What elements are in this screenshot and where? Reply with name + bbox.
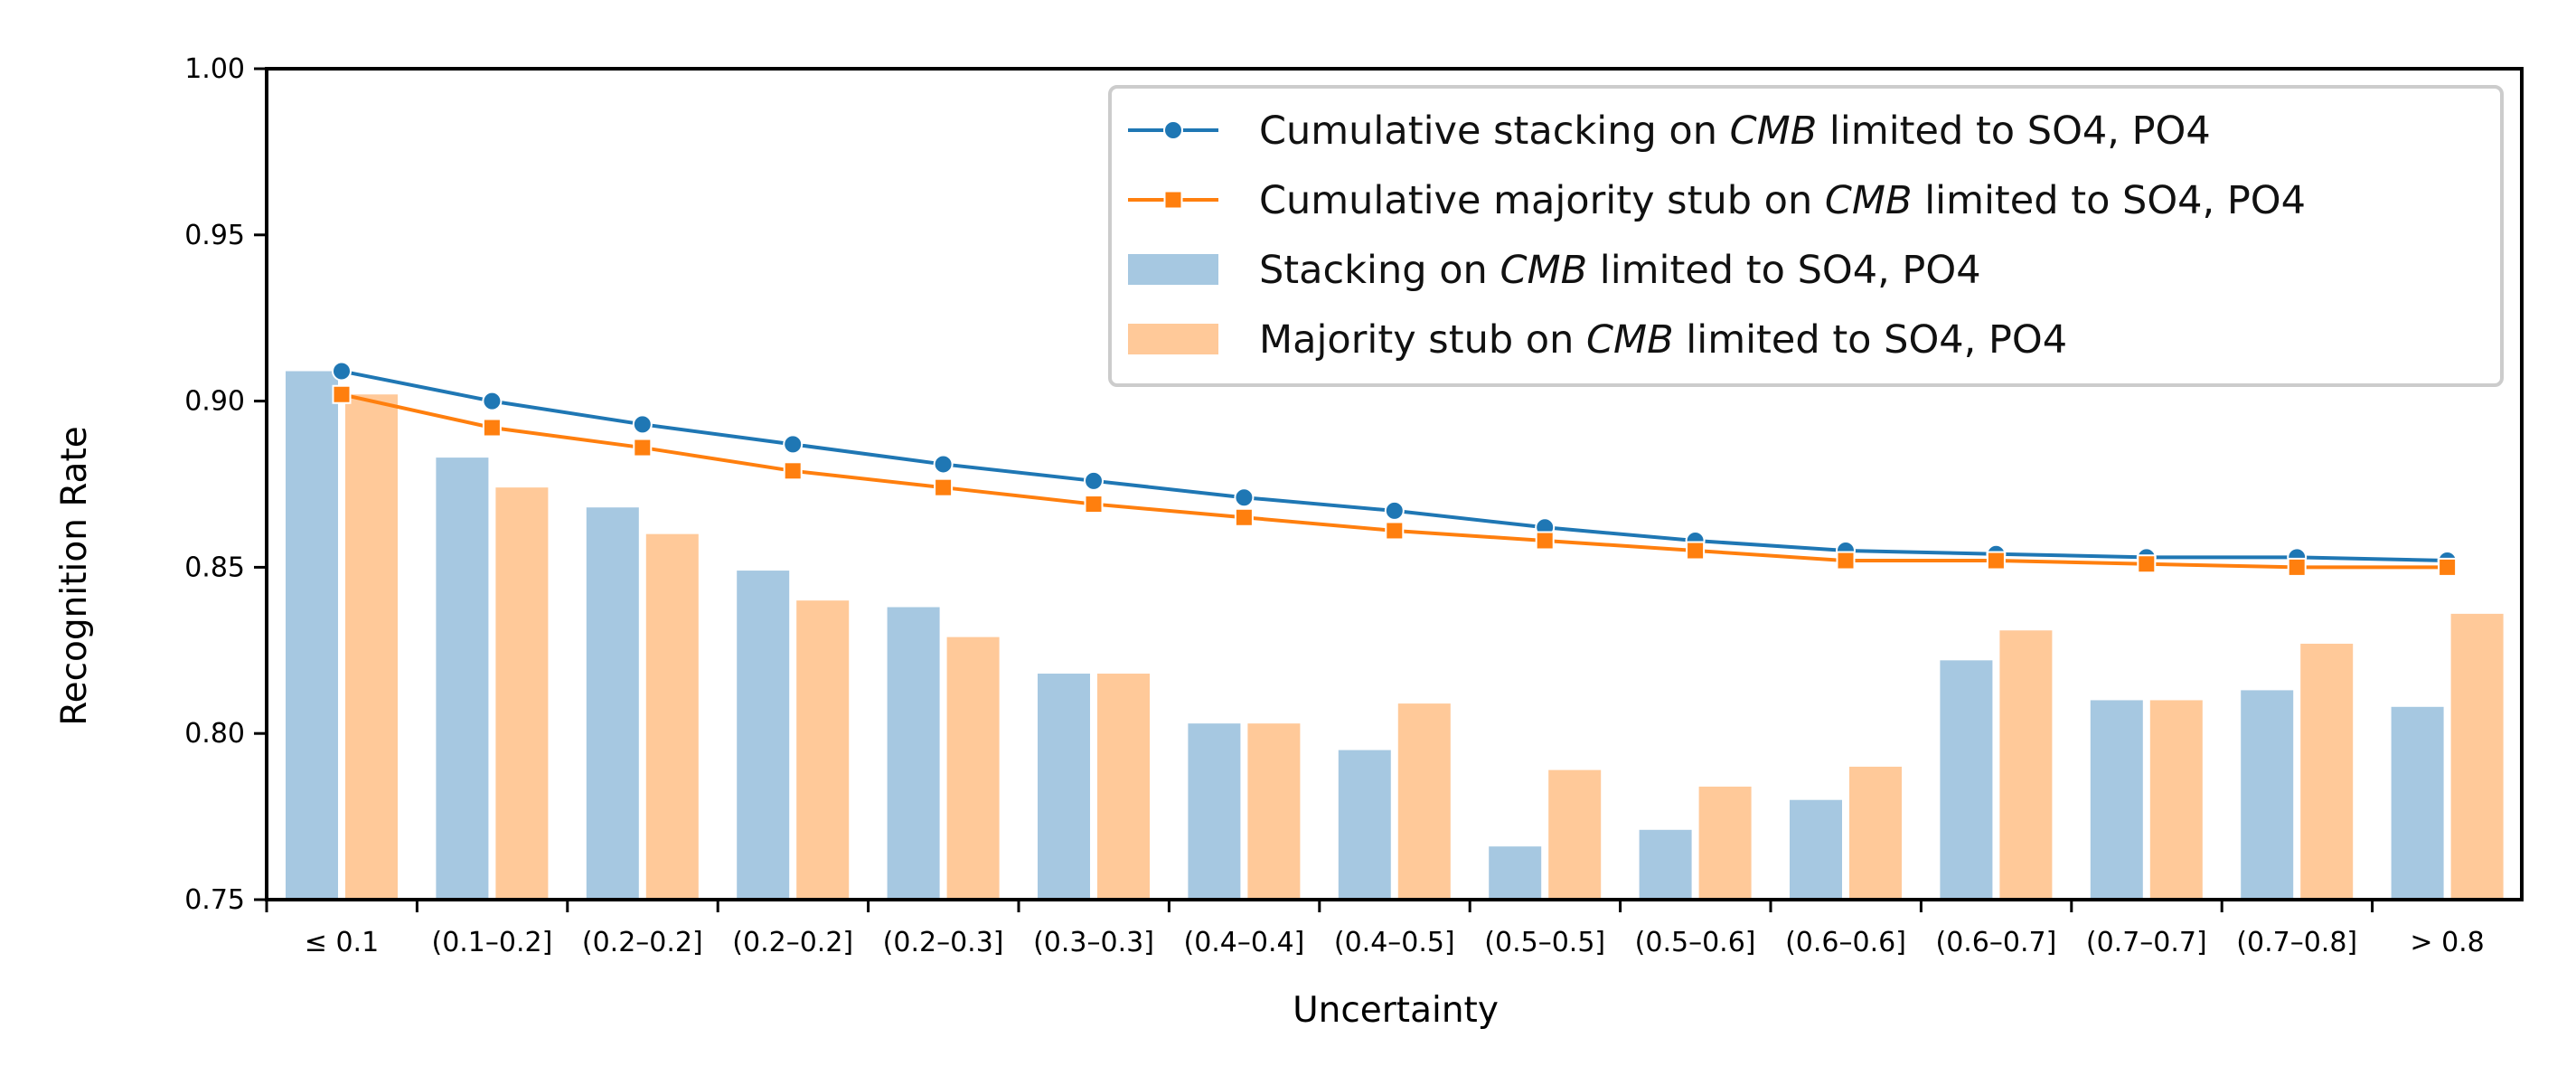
- cumulative-majority-stub-point-6: [1234, 507, 1254, 527]
- y-tick-label-1: 0.80: [184, 718, 245, 750]
- y-tick-label-5: 1.00: [184, 53, 245, 85]
- legend-cumulative-majority-stub-label: Cumulative majority stub on CMB limited …: [1259, 178, 2306, 223]
- legend: Cumulative stacking on CMB limited to SO…: [1108, 85, 2504, 387]
- bar-stacking-5: [1038, 674, 1090, 900]
- legend-box: [1108, 85, 2504, 387]
- x-tick-label-8: (0.5–0.5]: [1484, 927, 1605, 958]
- cumulative-stacking-point-7: [1384, 500, 1405, 521]
- plot-frame: [265, 67, 2524, 901]
- cumulative-majority-stub-point-7: [1385, 521, 1405, 541]
- legend-cumulative-stacking-label: Cumulative stacking on CMB limited to SO…: [1259, 108, 2211, 154]
- bar-stacking-8: [1489, 846, 1542, 900]
- bar-majority-stub-6: [1247, 723, 1301, 900]
- bars-layer: [286, 371, 2504, 900]
- cumulative-stacking-point-5: [1084, 470, 1104, 491]
- bar-stacking-11: [1940, 660, 1993, 900]
- bar-majority-stub-14: [2450, 613, 2504, 900]
- lines-layer: [332, 361, 2458, 577]
- cumulative-majority-stub-point-9: [1686, 541, 1706, 561]
- bar-stacking-13: [2241, 690, 2294, 900]
- bar-stacking-12: [2090, 700, 2143, 900]
- cumulative-stacking-point-2: [632, 414, 653, 435]
- legend-stacking-swatch: [1128, 254, 1218, 285]
- x-tick-label-2: (0.2–0.2]: [582, 927, 703, 958]
- y-tick-label-0: 0.75: [184, 884, 245, 916]
- cumulative-stacking-point-1: [482, 391, 503, 411]
- cumulative-majority-stub-point-11: [1986, 551, 2006, 571]
- cumulative-stacking-point-6: [1234, 487, 1255, 508]
- bar-majority-stub-0: [345, 394, 398, 900]
- x-tick-label-10: (0.6–0.6]: [1785, 927, 1906, 958]
- bar-majority-stub-10: [1849, 766, 1902, 900]
- bar-majority-stub-7: [1397, 703, 1451, 900]
- cumulative-majority-stub-point-2: [633, 438, 653, 458]
- cumulative-stacking-point-0: [332, 361, 352, 382]
- legend-cumulative-majority-stub-marker: [1163, 190, 1183, 210]
- bar-majority-stub-3: [796, 600, 850, 900]
- cumulative-majority-stub-point-3: [783, 461, 803, 481]
- bar-majority-stub-5: [1097, 674, 1150, 900]
- bar-stacking-7: [1338, 750, 1391, 900]
- cumulative-stacking-point-3: [783, 434, 804, 455]
- x-tick-label-14: > 0.8: [2410, 927, 2484, 958]
- x-tick-label-1: (0.1–0.2]: [431, 927, 552, 958]
- bar-majority-stub-4: [946, 637, 1000, 900]
- x-tick-label-13: (0.7–0.8]: [2236, 927, 2357, 958]
- x-tick-label-0: ≤ 0.1: [305, 927, 379, 958]
- y-tick-label-4: 0.95: [184, 220, 245, 251]
- legend-stacking-label: Stacking on CMB limited to SO4, PO4: [1259, 248, 1981, 293]
- x-tick-label-5: (0.3–0.3]: [1033, 927, 1154, 958]
- bar-stacking-6: [1188, 723, 1241, 900]
- bar-majority-stub-1: [495, 487, 549, 900]
- bar-majority-stub-8: [1548, 769, 1602, 900]
- y-tick-label-3: 0.90: [184, 386, 245, 418]
- x-tick-label-7: (0.4–0.5]: [1334, 927, 1455, 958]
- x-axis-label: Uncertainty: [1293, 990, 1499, 1031]
- legend-majority-stub-label: Majority stub on CMB limited to SO4, PO4: [1259, 317, 2067, 363]
- bar-stacking-0: [286, 371, 338, 900]
- cumulative-majority-stub-point-12: [2137, 554, 2157, 574]
- bar-stacking-10: [1790, 799, 1842, 900]
- bar-majority-stub-2: [645, 533, 699, 900]
- bar-stacking-2: [586, 507, 639, 900]
- cumulative-majority-stub-point-5: [1084, 495, 1104, 514]
- cumulative-majority-stub-point-1: [482, 418, 502, 438]
- cumulative-stacking-point-4: [933, 454, 954, 475]
- bar-stacking-1: [436, 458, 489, 900]
- cumulative-majority-stub-point-10: [1836, 551, 1856, 571]
- x-tick-label-4: (0.2–0.3]: [883, 927, 1004, 958]
- bar-stacking-4: [887, 607, 940, 900]
- legend-majority-stub-swatch: [1128, 324, 1218, 354]
- bar-stacking-14: [2391, 706, 2444, 900]
- bar-majority-stub-9: [1698, 787, 1752, 900]
- bar-majority-stub-11: [1999, 630, 2053, 900]
- cumulative-majority-stub-point-14: [2438, 557, 2458, 577]
- legend-cumulative-stacking-marker: [1163, 120, 1183, 140]
- x-tick-label-11: (0.6–0.7]: [1935, 927, 2056, 958]
- axes: 0.75 0.80 0.85 0.90 0.95 1.00 ≤ 0.1 (0.1–0.2] (0…: [184, 53, 2524, 958]
- bar-stacking-3: [737, 571, 790, 900]
- cumulative-majority-stub-point-8: [1535, 531, 1555, 551]
- bar-majority-stub-13: [2300, 643, 2354, 900]
- cumulative-majority-stub-point-4: [934, 477, 954, 497]
- x-tick-label-9: (0.5–0.6]: [1635, 927, 1756, 958]
- y-axis-label: Recognition Rate: [54, 426, 95, 725]
- cumulative-majority-stub-point-0: [332, 384, 352, 404]
- x-tick-label-6: (0.4–0.4]: [1183, 927, 1304, 958]
- x-tick-label-12: (0.7–0.7]: [2086, 927, 2207, 958]
- bar-stacking-9: [1639, 829, 1692, 900]
- y-tick-label-2: 0.85: [184, 552, 245, 583]
- x-tick-label-3: (0.2–0.2]: [732, 927, 853, 958]
- bar-majority-stub-12: [2149, 700, 2203, 900]
- cumulative-majority-stub-point-13: [2287, 557, 2307, 577]
